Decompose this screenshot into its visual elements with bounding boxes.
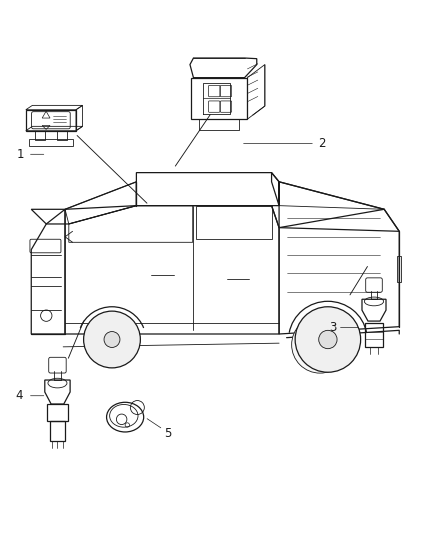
Circle shape xyxy=(84,311,140,368)
Circle shape xyxy=(295,307,360,372)
Text: 2: 2 xyxy=(318,137,325,150)
Text: 1: 1 xyxy=(17,148,24,161)
Circle shape xyxy=(104,332,120,348)
Circle shape xyxy=(319,330,337,349)
Text: 4: 4 xyxy=(15,389,23,402)
Circle shape xyxy=(292,317,348,373)
Text: 3: 3 xyxy=(329,321,336,334)
Text: 5: 5 xyxy=(164,427,171,440)
